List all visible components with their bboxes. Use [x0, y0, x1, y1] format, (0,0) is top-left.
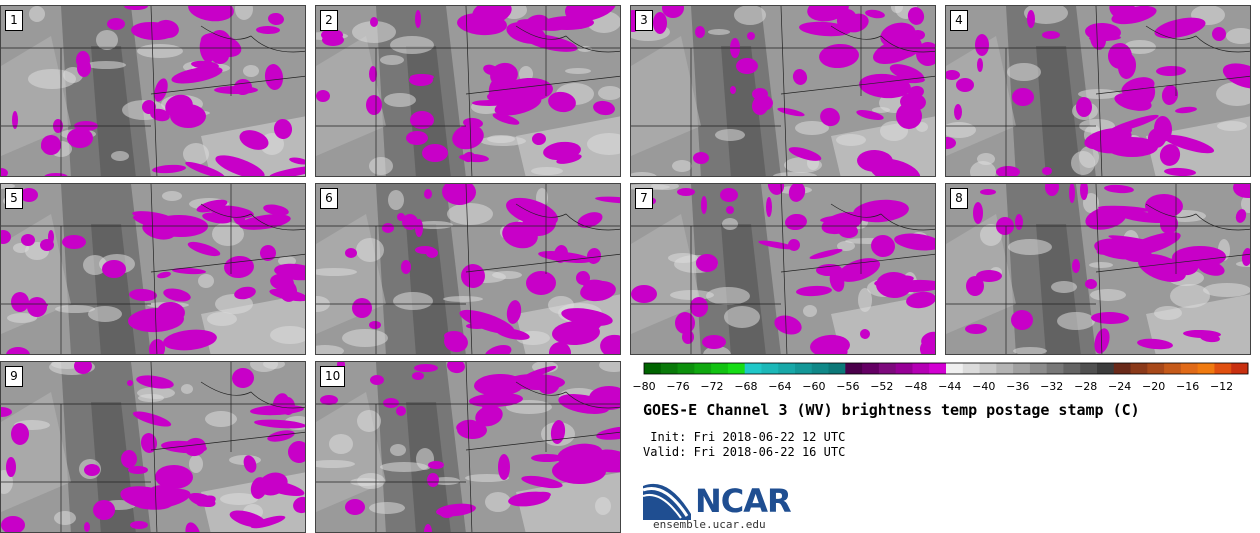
panel-number: 5: [5, 188, 23, 209]
colorbar-swatch: [1013, 363, 1031, 374]
panel-number: 4: [950, 10, 968, 31]
colorbar-swatch: [1214, 363, 1232, 374]
panel-number: 3: [635, 10, 653, 31]
ensemble-member-panel: 7: [630, 183, 936, 355]
colorbar-swatch: [660, 363, 679, 374]
ensemble-member-panel: 3: [630, 5, 936, 177]
colorbar-swatch: [795, 363, 813, 374]
colorbar-swatch: [727, 363, 746, 374]
ensemble-member-panel: 1: [0, 5, 306, 177]
colorbar-tick-label: −40: [972, 380, 996, 393]
colorbar: −80 −76 −72 −68 −64 −60 −56 −52 −48 −44 −40 −36 −32−…: [632, 362, 1249, 402]
colorbar-swatch: [711, 363, 729, 374]
ncar-swoosh-icon: [642, 483, 691, 520]
figure-title: GOES-E Channel 3 (WV) brightness temp po…: [643, 401, 1140, 419]
colorbar-swatch: [1147, 363, 1165, 374]
colorbar-swatch: [946, 363, 964, 374]
ncar-logo: NCAR: [642, 476, 803, 520]
wv-map: [316, 184, 620, 354]
colorbar-tick-label: −16: [1175, 380, 1200, 393]
colorbar-tick-label: −44: [938, 380, 962, 393]
colorbar-swatch: [1046, 363, 1064, 374]
colorbar-tick-label: −48: [904, 380, 928, 393]
wv-map: [631, 184, 935, 354]
ensemble-member-panel: 5: [0, 183, 306, 355]
panel-number: 7: [635, 188, 653, 209]
ensemble-member-panel: 2: [315, 5, 621, 177]
colorbar-swatch: [929, 363, 947, 374]
colorbar-tick-label: −24: [1108, 380, 1132, 393]
colorbar-swatch: [1097, 363, 1115, 374]
colorbar-swatches: [643, 362, 1249, 375]
wv-map: [1, 184, 305, 354]
colorbar-tick-label: −64: [768, 380, 792, 393]
wv-map: [946, 184, 1250, 354]
ncar-logo-text: NCAR: [695, 482, 792, 520]
colorbar-swatch: [862, 363, 880, 374]
colorbar-tick-label: −32: [1040, 380, 1064, 393]
ensemble-member-panel: 9: [0, 361, 306, 533]
wv-map: [946, 6, 1250, 176]
colorbar-tick-label: −60: [802, 380, 826, 393]
colorbar-tick-label: −68: [734, 380, 758, 393]
colorbar-tick-label: −12: [1209, 380, 1234, 393]
colorbar-swatch: [845, 363, 863, 374]
colorbar-swatch: [962, 363, 981, 374]
colorbar-swatch: [811, 363, 830, 374]
wv-map: [631, 6, 935, 176]
colorbar-swatch: [1197, 363, 1215, 374]
panel-number: 1: [5, 10, 23, 31]
colorbar-tick-label: −80: [632, 380, 656, 393]
colorbar-swatch: [828, 363, 846, 374]
colorbar-swatch: [1231, 363, 1249, 374]
ensemble-member-panel: 10: [315, 361, 621, 533]
colorbar-swatch: [996, 363, 1014, 374]
ensemble-member-panel: 8: [945, 183, 1251, 355]
panel-number: 10: [320, 366, 346, 387]
ensemble-member-panel: 6: [315, 183, 621, 355]
colorbar-swatch: [677, 363, 695, 374]
colorbar-swatch: [1080, 363, 1098, 374]
colorbar-swatch: [744, 363, 762, 374]
colorbar-tick-label: −56: [836, 380, 860, 393]
colorbar-swatch: [778, 363, 796, 374]
colorbar-tick-label: −28: [1074, 380, 1098, 393]
colorbar-tick-label: −76: [666, 380, 690, 393]
colorbar-swatch: [1130, 363, 1148, 374]
colorbar-tick-label: −20: [1142, 380, 1166, 393]
wv-map: [316, 362, 620, 532]
colorbar-swatch: [895, 363, 913, 374]
colorbar-swatch: [912, 363, 930, 374]
init-time: Init: Fri 2018-06-22 12 UTC: [643, 430, 846, 444]
panel-number: 6: [320, 188, 338, 209]
colorbar-swatch: [878, 363, 897, 374]
colorbar-swatch: [694, 363, 712, 374]
colorbar-swatch: [1164, 363, 1182, 374]
colorbar-swatch: [761, 363, 779, 374]
colorbar-swatch: [979, 363, 997, 374]
logo-url: ensemble.ucar.edu: [653, 518, 766, 531]
panel-number: 9: [5, 366, 23, 387]
colorbar-tick-label: −72: [700, 380, 724, 393]
wv-map: [1, 362, 305, 532]
colorbar-tick-label: −36: [1006, 380, 1030, 393]
wv-map: [1, 6, 305, 176]
ensemble-member-panel: 4: [945, 5, 1251, 177]
colorbar-swatch: [1063, 363, 1081, 374]
colorbar-swatch: [1029, 363, 1048, 374]
wv-map: [316, 6, 620, 176]
colorbar-swatch: [644, 363, 662, 374]
panel-number: 8: [950, 188, 968, 209]
panel-number: 2: [320, 10, 338, 31]
colorbar-tick-label: −52: [870, 380, 894, 393]
colorbar-swatch: [1180, 363, 1199, 374]
colorbar-swatch: [1113, 363, 1132, 374]
valid-time: Valid: Fri 2018-06-22 16 UTC: [643, 445, 846, 459]
